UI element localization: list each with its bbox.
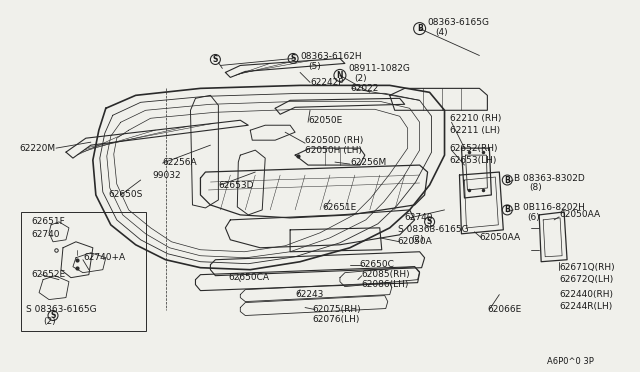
Text: 62650CA: 62650CA	[228, 273, 269, 282]
Text: 62076(LH): 62076(LH)	[312, 315, 360, 324]
Text: 62220M: 62220M	[19, 144, 55, 153]
Text: 62256A: 62256A	[163, 158, 197, 167]
Text: 62653D: 62653D	[218, 180, 254, 189]
Text: 62211 (LH): 62211 (LH)	[449, 126, 500, 135]
Text: 62022: 62022	[350, 84, 378, 93]
Text: 99032: 99032	[152, 170, 181, 180]
Text: 62050AA: 62050AA	[479, 233, 520, 242]
Text: S 08363-6165G: S 08363-6165G	[397, 225, 468, 234]
Text: 62066E: 62066E	[488, 305, 522, 314]
Text: 62651E: 62651E	[322, 203, 356, 212]
Text: S: S	[427, 217, 432, 227]
Text: 62085(RH): 62085(RH)	[362, 270, 410, 279]
Text: 62671Q(RH): 62671Q(RH)	[559, 263, 615, 272]
Text: S: S	[291, 54, 296, 63]
Text: (2): (2)	[43, 317, 56, 326]
Text: 62050AA: 62050AA	[559, 211, 600, 219]
Text: (8): (8)	[529, 183, 542, 192]
Text: 62050H (LH): 62050H (LH)	[305, 145, 362, 155]
Text: 62740: 62740	[404, 214, 433, 222]
Text: (5): (5)	[308, 62, 321, 71]
Text: (2): (2)	[354, 74, 367, 83]
Text: B: B	[417, 24, 422, 33]
Text: 62653(LH): 62653(LH)	[449, 155, 497, 164]
Text: (6): (6)	[527, 214, 540, 222]
Text: (4): (4)	[436, 28, 448, 37]
Text: 62740+A: 62740+A	[83, 253, 125, 262]
Text: 62075(RH): 62075(RH)	[312, 305, 361, 314]
Text: 08911-1082G: 08911-1082G	[348, 64, 410, 73]
Text: (2): (2)	[412, 235, 424, 244]
Text: 62086(LH): 62086(LH)	[362, 280, 409, 289]
Text: 62650S: 62650S	[109, 190, 143, 199]
Text: B: B	[504, 205, 510, 214]
Text: S 08363-6165G: S 08363-6165G	[26, 305, 97, 314]
Text: 62652E: 62652E	[31, 270, 65, 279]
Text: B: B	[504, 176, 510, 185]
Text: 08363-6165G: 08363-6165G	[428, 18, 490, 27]
Text: B 08363-8302D: B 08363-8302D	[515, 173, 585, 183]
Text: 62256M: 62256M	[350, 158, 386, 167]
Bar	[21, 212, 146, 331]
Text: 622440(RH): 622440(RH)	[559, 290, 613, 299]
Text: S: S	[212, 55, 218, 64]
Text: 62210 (RH): 62210 (RH)	[449, 114, 501, 123]
Text: 62740: 62740	[31, 230, 60, 239]
Text: 62050D (RH): 62050D (RH)	[305, 136, 364, 145]
Text: 62650C: 62650C	[360, 260, 395, 269]
Text: 62652(RH): 62652(RH)	[449, 144, 498, 153]
Text: N: N	[337, 71, 343, 80]
Text: 62651F: 62651F	[31, 217, 65, 227]
Text: 62672Q(LH): 62672Q(LH)	[559, 275, 613, 284]
Text: 62050E: 62050E	[308, 116, 342, 125]
Text: 62050A: 62050A	[397, 237, 433, 246]
Text: 62243: 62243	[295, 290, 323, 299]
Text: A6P0^0 3P: A6P0^0 3P	[547, 357, 594, 366]
Text: 08363-6162H: 08363-6162H	[300, 52, 362, 61]
Text: 62244R(LH): 62244R(LH)	[559, 302, 612, 311]
Text: B 0B116-8202H: B 0B116-8202H	[515, 203, 585, 212]
Text: S: S	[51, 311, 56, 320]
Text: 62242P: 62242P	[310, 78, 344, 87]
